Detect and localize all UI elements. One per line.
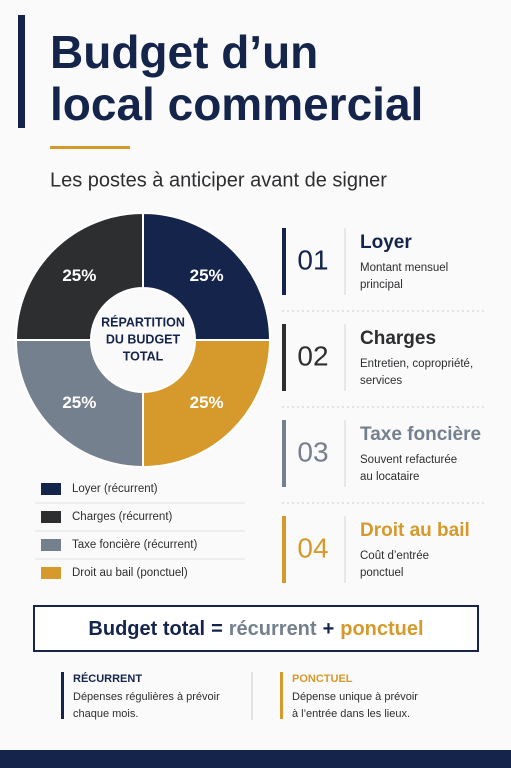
item-title: Taxe foncière bbox=[360, 424, 481, 445]
formula-operator: = bbox=[211, 618, 223, 640]
legend: Loyer (récurrent) Charges (récurrent) Taxe… bbox=[35, 483, 245, 579]
item-bar bbox=[282, 420, 286, 487]
item-desc: au locataire bbox=[360, 471, 419, 483]
pie-slice bbox=[142, 211, 272, 341]
item-number: 01 bbox=[297, 244, 328, 275]
item-desc: Montant mensuel bbox=[360, 262, 448, 274]
item-bar bbox=[282, 228, 286, 295]
item-number: 02 bbox=[297, 340, 328, 371]
title-bar bbox=[18, 15, 25, 128]
item-title: Charges bbox=[360, 328, 436, 349]
note-text: chaque mois. bbox=[73, 708, 138, 720]
item-desc: ponctuel bbox=[360, 567, 403, 579]
subtitle: Les postes à anticiper avant de signer bbox=[50, 169, 387, 191]
pie-slice bbox=[14, 211, 144, 341]
legend-label: Loyer (récurrent) bbox=[72, 483, 158, 495]
legend-label: Charges (récurrent) bbox=[72, 511, 173, 523]
item-title: Loyer bbox=[360, 232, 412, 253]
center-label: RÉPARTITION bbox=[101, 314, 185, 329]
note-text: à l’entrée dans les lieux. bbox=[292, 708, 410, 720]
item-desc: Entretien, copropriété, bbox=[360, 358, 473, 370]
item-number: 04 bbox=[297, 532, 328, 563]
center-label: DU BUDGET bbox=[106, 332, 181, 346]
donut-chart: 25% 25% 25% 25% RÉPARTITION DU BUDGET TOTAL bbox=[14, 211, 272, 469]
note-title: PONCTUEL bbox=[292, 673, 353, 685]
formula-term: Budget total bbox=[88, 618, 205, 640]
legend-swatch bbox=[41, 567, 61, 579]
note-title: RÉCURRENT bbox=[73, 672, 142, 685]
item-desc: services bbox=[360, 375, 402, 387]
legend-label: Droit au bail (ponctuel) bbox=[72, 567, 188, 579]
note-bar bbox=[280, 672, 283, 719]
formula: Budget total = récurrent + ponctuel bbox=[88, 618, 423, 640]
formula-box bbox=[33, 605, 479, 652]
legend-label: Taxe foncière (récurrent) bbox=[72, 539, 197, 551]
legend-swatch bbox=[41, 483, 61, 495]
formula-term: ponctuel bbox=[340, 618, 423, 640]
slice-label: 25% bbox=[62, 393, 96, 412]
note-text: Dépense unique à prévoir bbox=[292, 691, 418, 703]
item-desc: Coût d’entrée bbox=[360, 550, 429, 562]
item-title: Droit au bail bbox=[360, 520, 470, 541]
legend-swatch bbox=[41, 539, 61, 551]
item-number: 03 bbox=[297, 436, 328, 467]
slice-label: 25% bbox=[190, 266, 224, 285]
slice-label: 25% bbox=[190, 393, 224, 412]
legend-swatch bbox=[41, 511, 61, 523]
note-text: Dépenses régulières à prévoir bbox=[73, 691, 220, 703]
item-desc: Souvent refacturée bbox=[360, 454, 457, 466]
formula-operator: + bbox=[323, 618, 335, 640]
center-label: TOTAL bbox=[123, 349, 164, 363]
note-bar bbox=[61, 672, 64, 719]
title-line: Budget d’un bbox=[50, 26, 318, 78]
title-line: local commercial bbox=[50, 78, 423, 130]
accent-line bbox=[50, 146, 130, 149]
formula-term: récurrent bbox=[229, 618, 317, 640]
slice-label: 25% bbox=[62, 266, 96, 285]
item-bar bbox=[282, 324, 286, 391]
pie-slice bbox=[14, 339, 144, 469]
item-desc: principal bbox=[360, 279, 403, 291]
item-bar bbox=[282, 516, 286, 583]
item-list: 01 Loyer Montant mensuel principal 02 Charges… bbox=[282, 228, 486, 583]
footer-band bbox=[0, 750, 511, 768]
pie-slice bbox=[142, 339, 272, 469]
